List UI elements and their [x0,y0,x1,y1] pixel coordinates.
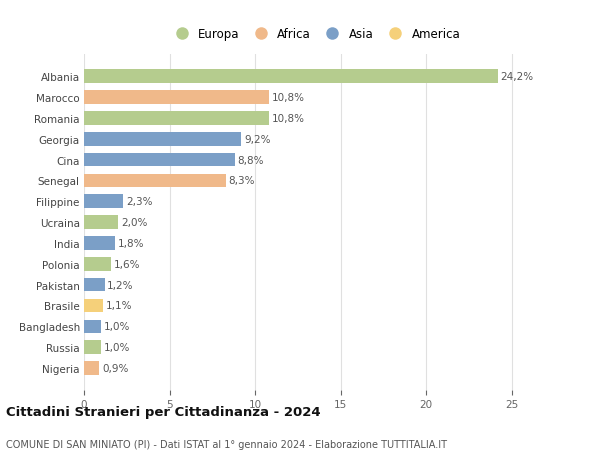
Text: 8,3%: 8,3% [229,176,255,186]
Text: 8,8%: 8,8% [237,155,263,165]
Text: 0,9%: 0,9% [102,363,128,373]
Text: 1,1%: 1,1% [106,301,132,311]
Bar [84,91,269,105]
Text: 10,8%: 10,8% [271,93,304,103]
Bar [84,361,100,375]
Bar [84,133,241,146]
Text: 1,0%: 1,0% [104,322,130,331]
Bar [84,257,112,271]
Bar [84,278,104,292]
Text: 1,6%: 1,6% [114,259,140,269]
Text: Cittadini Stranieri per Cittadinanza - 2024: Cittadini Stranieri per Cittadinanza - 2… [6,405,320,419]
Text: 1,0%: 1,0% [104,342,130,353]
Text: 10,8%: 10,8% [271,114,304,123]
Bar [84,216,118,230]
Text: 1,2%: 1,2% [107,280,134,290]
Bar [84,153,235,167]
Bar [84,320,101,333]
Bar [84,195,124,208]
Text: COMUNE DI SAN MINIATO (PI) - Dati ISTAT al 1° gennaio 2024 - Elaborazione TUTTIT: COMUNE DI SAN MINIATO (PI) - Dati ISTAT … [6,440,447,449]
Bar [84,70,498,84]
Text: 24,2%: 24,2% [500,72,534,82]
Bar [84,237,115,250]
Bar [84,299,103,313]
Text: 9,2%: 9,2% [244,134,271,145]
Bar [84,341,101,354]
Text: 2,3%: 2,3% [126,197,152,207]
Text: 1,8%: 1,8% [118,238,144,248]
Bar [84,112,269,125]
Text: 2,0%: 2,0% [121,218,147,228]
Bar [84,174,226,188]
Legend: Europa, Africa, Asia, America: Europa, Africa, Asia, America [166,24,464,44]
